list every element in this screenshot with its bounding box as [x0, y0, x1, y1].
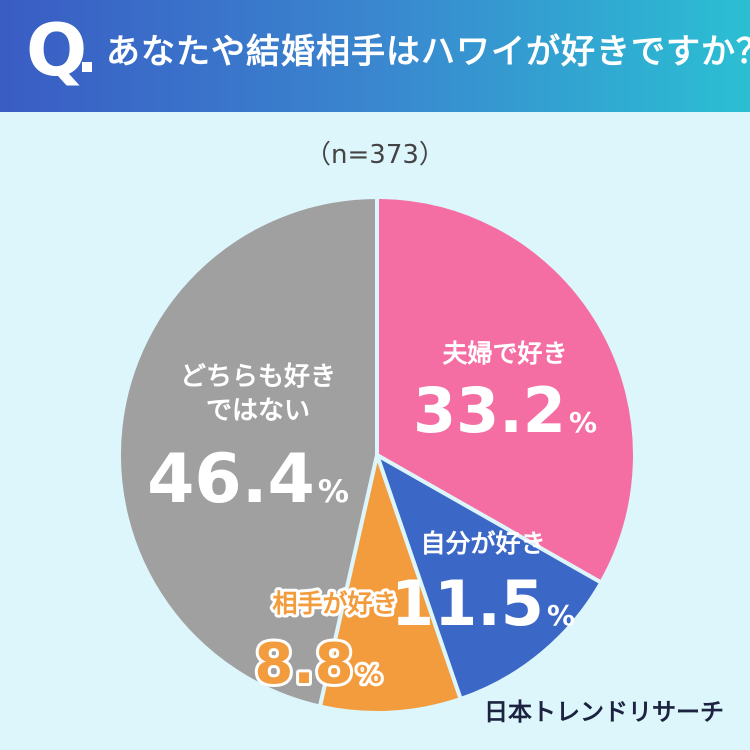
- pie-slice: [117, 195, 379, 709]
- sample-size: （n=373）: [305, 140, 445, 170]
- question-header: Q あなたや結婚相手はハワイが好きですか？: [0, 0, 750, 112]
- q-label: Q: [26, 8, 88, 92]
- slice-category-label: ではない: [206, 396, 310, 426]
- slice-category-label: 相手が好き: [272, 589, 397, 618]
- slice-value-label: 46.4%: [147, 440, 349, 519]
- slice-category-label: どちらも好き: [180, 362, 336, 392]
- q-dot: [82, 62, 92, 72]
- slice-category-label: 自分が好き: [420, 529, 545, 558]
- slice-value-label: 11.5%: [391, 567, 575, 640]
- pie-slice: [375, 195, 637, 585]
- question-text: あなたや結婚相手はハワイが好きですか？: [106, 32, 750, 72]
- brand-logo-text: 日本トレンドリサーチ: [484, 698, 724, 726]
- slice-category-label: 夫婦で好き: [442, 339, 567, 368]
- pie-slice: [317, 453, 463, 715]
- pie-slice: [375, 453, 604, 702]
- slice-value-label: 8.8%: [254, 632, 381, 697]
- slice-value-label: 33.2%: [413, 374, 597, 447]
